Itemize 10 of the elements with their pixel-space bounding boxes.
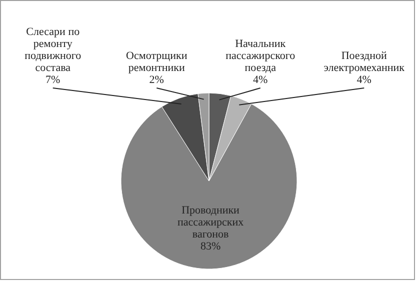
data-label: 7% xyxy=(46,74,60,86)
data-label: 2% xyxy=(149,74,164,86)
data-label: 83% xyxy=(200,240,221,252)
slice-label: Проводники пассажирских вагонов xyxy=(177,204,244,240)
slice-label: Слесари по ремонту подвижного состава xyxy=(24,26,82,74)
slice-label: Начальник пассажирского поезда xyxy=(226,38,296,74)
slice-label: Поездной электромеханник xyxy=(324,50,406,74)
slice-label: Осмотрщики ремонтники xyxy=(126,50,188,74)
data-label: 4% xyxy=(356,74,372,86)
data-label: 4% xyxy=(253,74,268,86)
